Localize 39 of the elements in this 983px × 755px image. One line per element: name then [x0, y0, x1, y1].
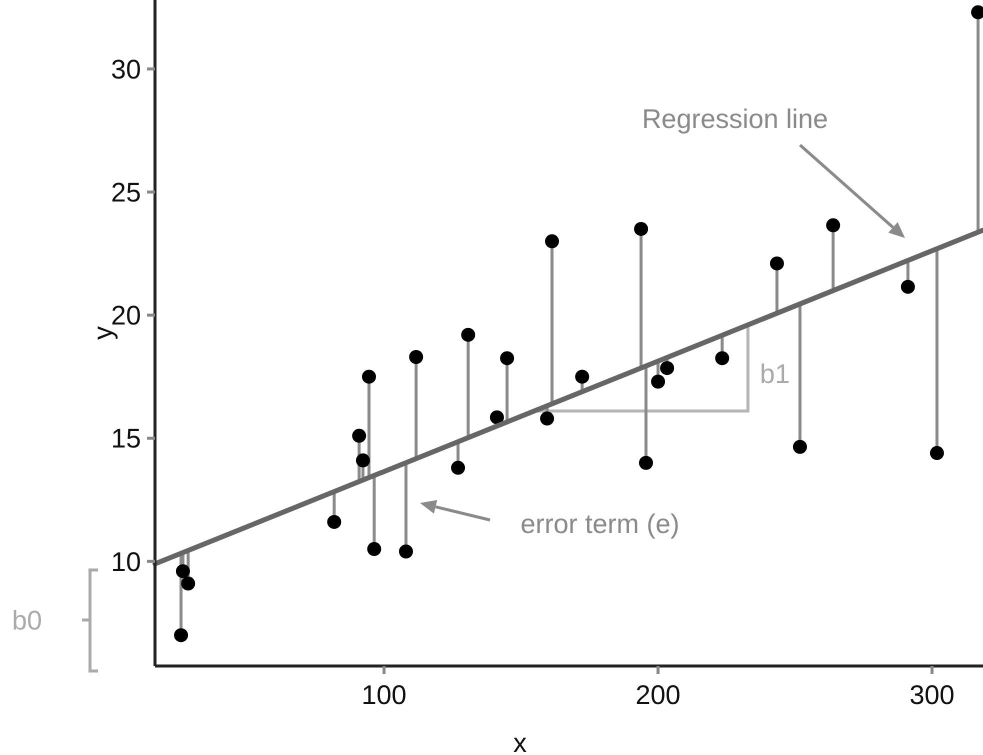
- point: [327, 514, 342, 529]
- point: [500, 351, 514, 366]
- annotation: b1: [760, 359, 790, 389]
- y-tick-label: 30: [110, 54, 141, 84]
- y-tick-label: 25: [110, 177, 141, 208]
- point: [900, 280, 915, 294]
- point: [352, 428, 366, 443]
- point: [451, 460, 466, 475]
- point: [930, 446, 944, 460]
- point: [638, 456, 653, 470]
- point: [461, 328, 476, 342]
- point: [545, 234, 560, 248]
- point: [634, 222, 648, 236]
- point: [409, 350, 424, 364]
- x-axis-title: x: [513, 728, 528, 755]
- point: [362, 370, 376, 384]
- point: [575, 370, 590, 384]
- y-tick-label: 15: [110, 424, 141, 454]
- point: [715, 351, 730, 366]
- point: [770, 256, 784, 270]
- point: [176, 564, 190, 578]
- point: [792, 440, 807, 454]
- annotation: Regression line: [642, 104, 828, 134]
- annotation: error term (e): [520, 509, 680, 539]
- point: [826, 218, 840, 232]
- point: [660, 361, 674, 376]
- text: b0: [12, 605, 42, 636]
- point: [398, 544, 413, 559]
- point: [181, 576, 196, 591]
- x-tick-label: 300: [910, 680, 955, 710]
- point: [174, 628, 188, 642]
- point: [490, 410, 504, 424]
- x-tick-label: 200: [636, 680, 681, 710]
- point: [540, 412, 554, 426]
- x-tick-label: 100: [362, 680, 407, 710]
- point: [356, 453, 370, 468]
- point: [651, 374, 666, 389]
- y-tick-label: 10: [110, 546, 141, 577]
- point: [367, 542, 382, 556]
